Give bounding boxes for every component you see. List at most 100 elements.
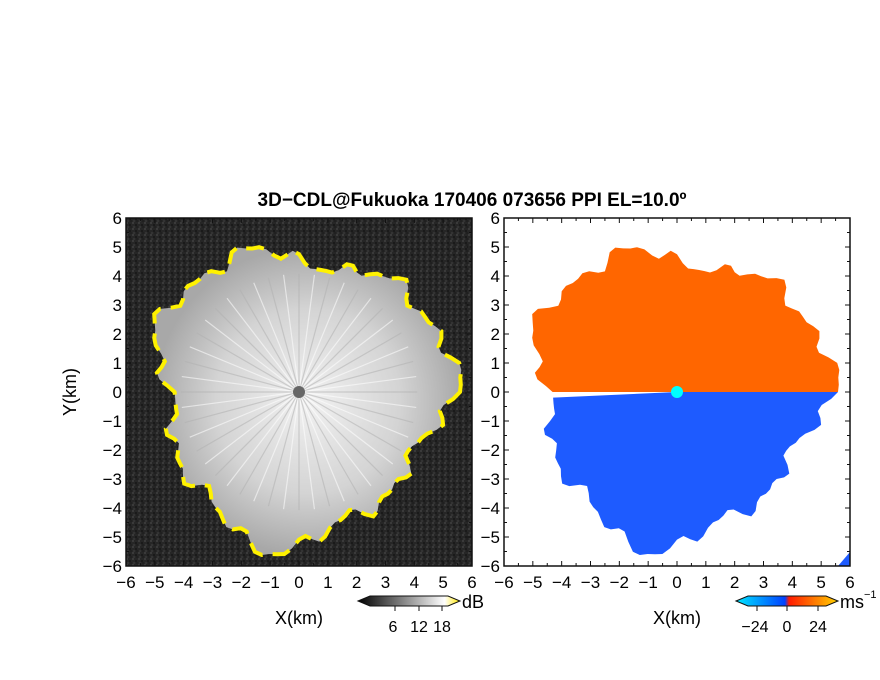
x-tick-label: 5 <box>816 573 825 592</box>
x-tick-label: −3 <box>203 573 222 592</box>
x-tick-label: 0 <box>294 573 303 592</box>
x-tick-label: 6 <box>467 573 476 592</box>
x-tick-label: −2 <box>232 573 251 592</box>
y-tick-label: 2 <box>491 325 500 344</box>
y-tick-label: 5 <box>491 238 500 257</box>
intensity-streak <box>298 391 345 502</box>
intensity-streak <box>267 277 300 393</box>
velocity-x-axis-label: X(km) <box>653 608 701 628</box>
x-tick-label: −5 <box>145 573 164 592</box>
intensity-y-axis-label: Y(km) <box>60 368 80 416</box>
intensity-streak <box>282 274 300 393</box>
intensity-streak <box>298 391 402 452</box>
intensity-streak <box>298 391 316 510</box>
x-tick-label: 2 <box>730 573 739 592</box>
intensity-x-tick-labels: −6 −5 −4 −3 −2 −1 0 1 2 3 4 5 6 <box>116 573 476 592</box>
x-tick-label: −4 <box>174 573 193 592</box>
intensity-edge-band <box>152 245 464 558</box>
velocity-x-tick-labels: −6 −5 −4 −3 −2 −1 0 1 2 3 4 5 6 <box>494 573 854 592</box>
intensity-panel: −6 −5 −4 −3 −2 −1 0 1 2 3 4 5 6 6543210−1−2−3−4−5−6 … <box>60 209 477 628</box>
intensity-streak <box>196 391 300 452</box>
y-tick-label: −4 <box>103 499 122 518</box>
y-tick-label: 4 <box>491 267 500 286</box>
velocity-colorbar-tick-label: −24 <box>741 619 768 636</box>
x-tick-label: 5 <box>438 573 447 592</box>
intensity-colorbar: 6 12 18 dB <box>356 592 484 636</box>
intensity-streak <box>298 319 394 393</box>
y-tick-label: −1 <box>103 412 122 431</box>
intensity-streak <box>282 391 300 510</box>
x-tick-label: 1 <box>323 573 332 592</box>
intensity-streak <box>298 391 372 487</box>
velocity-colorbar-tick-label: 0 <box>783 619 792 636</box>
intensity-streak <box>181 375 300 393</box>
intensity-streak <box>298 282 345 393</box>
velocity-corner-echo <box>838 552 850 566</box>
velocity-colorbar: −24 0 24 ms −1 <box>734 589 877 636</box>
velocity-approaching-region <box>532 247 840 392</box>
intensity-streak <box>226 297 300 393</box>
y-tick-label: 3 <box>113 296 122 315</box>
velocity-receding-region <box>543 392 838 555</box>
intensity-streak <box>298 297 372 393</box>
figure-title: 3D−CDL@Fukuoka 170406 073656 PPI EL=10.0… <box>258 190 687 211</box>
intensity-colorbar-tick-label: 6 <box>389 619 398 636</box>
intensity-streak <box>184 360 300 393</box>
intensity-radial-streaks <box>180 273 418 511</box>
y-tick-label: 0 <box>491 383 500 402</box>
intensity-colorbar-tick-label: 12 <box>410 619 428 636</box>
y-tick-label: −6 <box>481 557 500 576</box>
y-tick-label: 6 <box>113 209 122 228</box>
intensity-streak <box>298 289 359 393</box>
intensity-streak <box>298 307 384 393</box>
y-tick-label: 1 <box>113 354 122 373</box>
intensity-streak <box>298 391 417 409</box>
x-tick-label: −1 <box>260 573 279 592</box>
intensity-streak <box>298 391 331 507</box>
intensity-streak <box>204 391 300 465</box>
x-tick-label: −1 <box>638 573 657 592</box>
y-tick-label: −1 <box>481 412 500 431</box>
x-tick-label: −3 <box>581 573 600 592</box>
y-tick-label: 1 <box>491 354 500 373</box>
velocity-colorbar-unit-exponent: −1 <box>864 589 877 601</box>
intensity-streak <box>298 391 414 424</box>
velocity-colorbar-bar <box>734 595 840 607</box>
intensity-streak <box>298 375 417 393</box>
intensity-colorbar-unit: dB <box>462 592 484 612</box>
x-tick-label: 3 <box>381 573 390 592</box>
intensity-streak <box>298 391 409 438</box>
y-tick-label: −5 <box>481 528 500 547</box>
x-tick-label: −6 <box>116 573 135 592</box>
intensity-streak <box>204 319 300 393</box>
intensity-streak <box>298 332 402 393</box>
y-tick-label: 5 <box>113 238 122 257</box>
x-tick-label: −6 <box>494 573 513 592</box>
intensity-streak <box>298 391 384 477</box>
y-tick-label: 3 <box>491 296 500 315</box>
y-tick-label: −5 <box>103 528 122 547</box>
intensity-streak <box>214 307 300 393</box>
y-tick-label: −6 <box>103 557 122 576</box>
intensity-y-tick-labels: 6 5 4 3 2 1 0 −1 −2 −3 −4 −5 −6 <box>103 209 122 576</box>
velocity-axis-ticks <box>503 217 851 567</box>
intensity-colorbar-tick-label: 18 <box>433 619 451 636</box>
intensity-streak <box>189 391 300 438</box>
intensity-streak <box>181 391 300 409</box>
intensity-streak <box>298 346 409 393</box>
intensity-streak <box>298 360 414 393</box>
intensity-x-axis-label: X(km) <box>275 608 323 628</box>
y-tick-label: −2 <box>103 441 122 460</box>
x-tick-label: 3 <box>759 573 768 592</box>
velocity-colorbar-tick-label: 24 <box>809 619 827 636</box>
intensity-streak <box>267 391 300 507</box>
intensity-streak <box>196 332 300 393</box>
x-tick-label: 4 <box>410 573 419 592</box>
intensity-axis-ticks <box>125 217 473 567</box>
y-tick-label: 4 <box>113 267 122 286</box>
intensity-streak <box>253 282 300 393</box>
y-tick-label: −4 <box>481 499 500 518</box>
intensity-streak <box>226 391 300 487</box>
velocity-y-tick-labels: 6 5 4 3 2 1 0 −1 −2 −3 −4 −5 −6 <box>481 209 500 576</box>
